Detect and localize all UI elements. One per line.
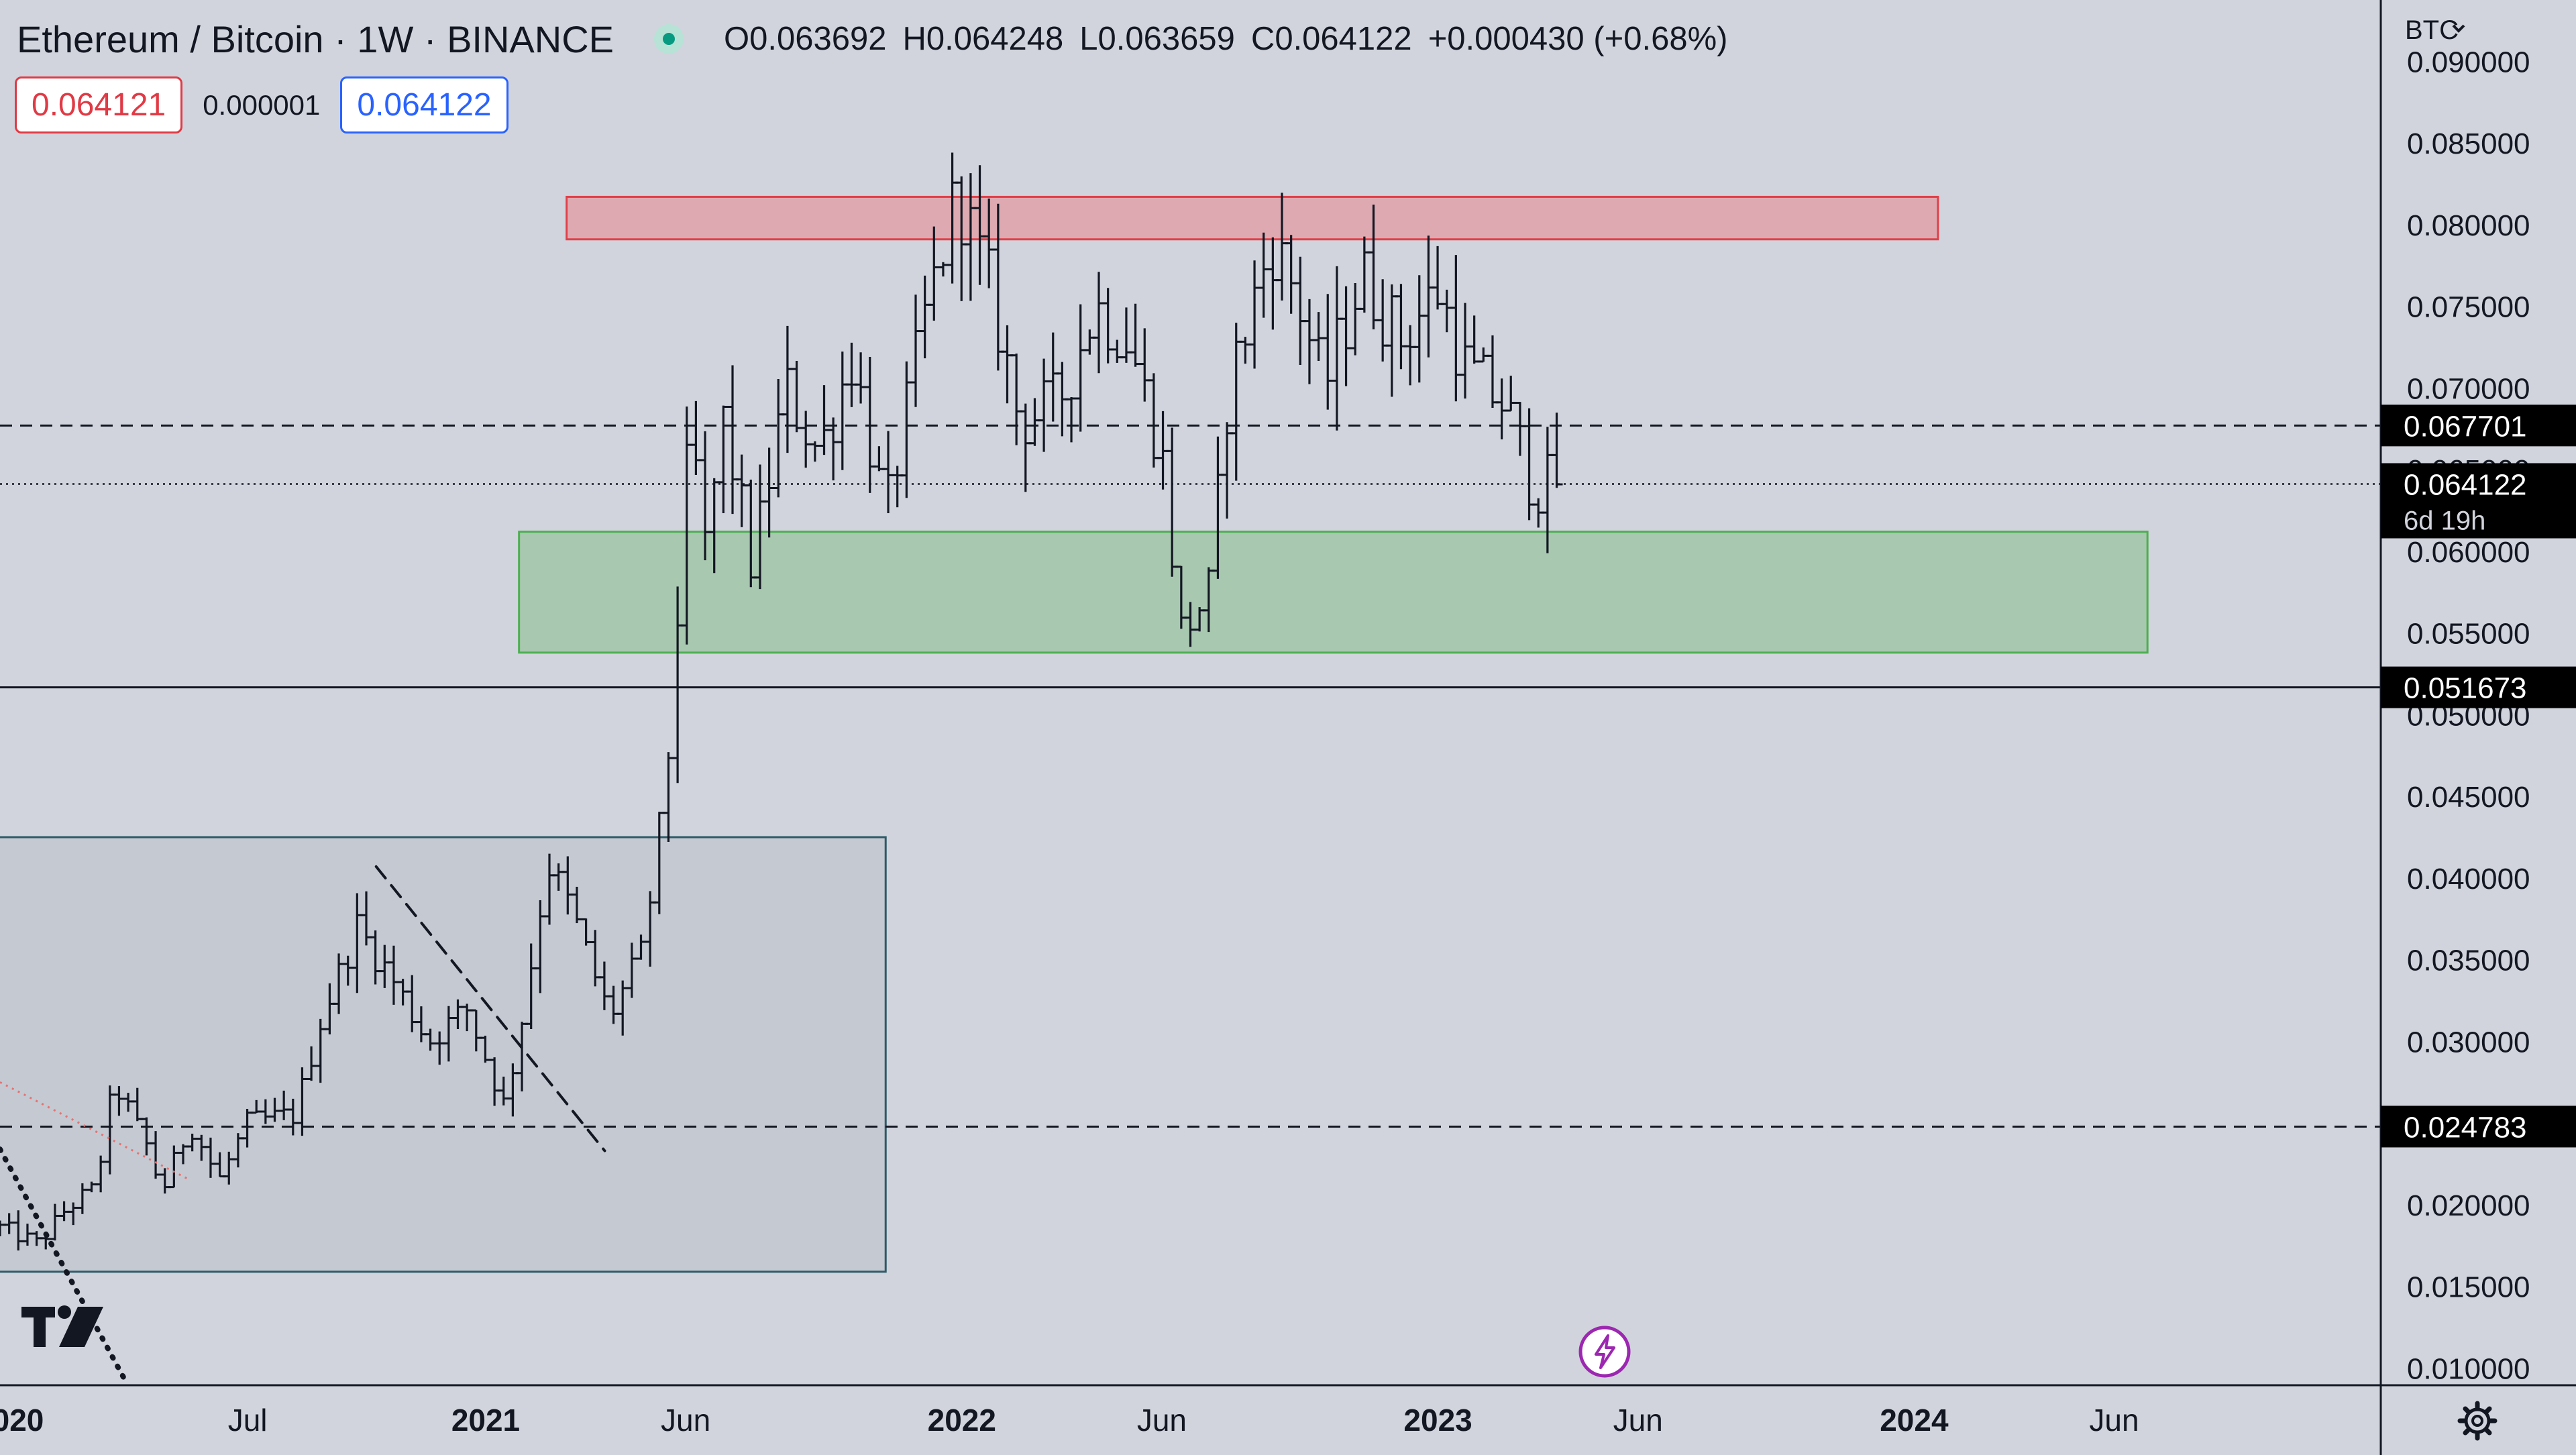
x-tick-label: Jun <box>1137 1403 1187 1438</box>
x-tick-label: Jul <box>228 1403 268 1438</box>
symbol-title[interactable]: Ethereum / Bitcoin · 1W · BINANCE <box>17 17 614 60</box>
price-label-box[interactable] <box>2381 463 2576 539</box>
y-tick-label: 0.070000 <box>2407 372 2530 405</box>
candle <box>1550 413 1563 488</box>
countdown-label: 6d 19h <box>2404 506 2485 535</box>
x-tick-label: 2024 <box>1880 1403 1949 1438</box>
y-tick-label: 0.085000 <box>2407 127 2530 160</box>
price-label[interactable]: 0.024783 <box>2404 1111 2527 1144</box>
lightning-icon[interactable] <box>1578 1325 1631 1379</box>
chart-header: Ethereum / Bitcoin · 1W · BINANCE O0.063… <box>17 12 1727 66</box>
y-tick-label: 0.055000 <box>2407 618 2530 651</box>
left-dotted-trendline[interactable] <box>0 1146 127 1381</box>
buy-button[interactable]: 0.064122 <box>340 76 508 133</box>
y-tick-label: 0.060000 <box>2407 536 2530 569</box>
price-label[interactable]: 0.064122 <box>2404 468 2527 501</box>
tradingview-logo-icon[interactable] <box>20 1304 107 1358</box>
y-tick-label: 0.015000 <box>2407 1271 2530 1304</box>
x-tick-label: Jun <box>2089 1403 2139 1438</box>
price-label-box[interactable] <box>2381 405 2576 447</box>
x-tick-label: Jun <box>661 1403 710 1438</box>
price-label[interactable]: 0.067701 <box>2404 410 2527 443</box>
y-tick-label: 0.040000 <box>2407 863 2530 896</box>
support-zone[interactable] <box>518 531 2149 654</box>
ohlc-close: C0.064122 <box>1250 21 1412 57</box>
ohlc-open: O0.063692 <box>724 21 887 57</box>
y-tick-label: 0.020000 <box>2407 1189 2530 1222</box>
currency-selector[interactable]: BTC <box>2405 15 2459 45</box>
x-tick-label: 2020 <box>0 1403 44 1438</box>
x-tick-label: 2022 <box>928 1403 996 1438</box>
resistance-zone[interactable] <box>566 195 1939 241</box>
price-label[interactable]: 0.051673 <box>2404 672 2527 705</box>
chevron-down-icon[interactable] <box>2452 24 2465 33</box>
x-tick-label: 2023 <box>1403 1403 1472 1438</box>
ohlc-low: L0.063659 <box>1079 21 1235 57</box>
trade-panel: 0.064121 0.000001 0.064122 <box>15 76 508 133</box>
x-tick-label: 2021 <box>451 1403 520 1438</box>
ohlc-high: H0.064248 <box>902 21 1064 57</box>
price-label-box[interactable] <box>2381 1106 2576 1148</box>
spread-value: 0.000001 <box>203 89 321 121</box>
currency-label[interactable]: BTC <box>2405 15 2459 45</box>
market-status-icon <box>654 24 684 54</box>
y-tick-label: 0.080000 <box>2407 209 2530 242</box>
y-tick-label: 0.090000 <box>2407 46 2530 78</box>
y-tick-label: 0.010000 <box>2407 1352 2530 1385</box>
downtrend-line[interactable] <box>374 865 606 1152</box>
y-tick-label: 0.035000 <box>2407 945 2530 977</box>
x-tick-label: Jun <box>1613 1403 1663 1438</box>
price-label-box[interactable] <box>2381 666 2576 708</box>
settings-gear-icon[interactable] <box>2457 1401 2498 1441</box>
ohlc-change: +0.000430 (+0.68%) <box>1428 21 1728 57</box>
y-tick-label: 0.075000 <box>2407 291 2530 324</box>
sell-button[interactable]: 0.064121 <box>15 76 183 133</box>
y-tick-label: 0.045000 <box>2407 781 2530 814</box>
accumulation-box[interactable] <box>0 836 887 1273</box>
ohlc-legend: O0.063692 H0.064248 L0.063659 C0.064122 … <box>724 20 1727 58</box>
y-tick-label: 0.030000 <box>2407 1026 2530 1059</box>
